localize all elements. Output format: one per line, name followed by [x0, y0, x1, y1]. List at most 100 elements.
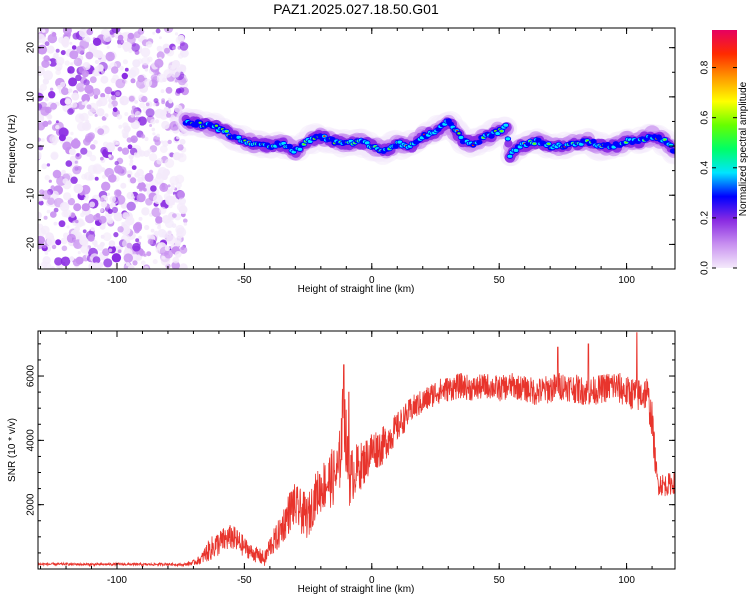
noise-speck [101, 116, 107, 121]
y-tick-label: 6000 [26, 364, 37, 387]
noise-speck [92, 69, 100, 77]
noise-speck [38, 110, 41, 115]
spectrogram-x-ticks: -100 -50 0 50 100 [40, 28, 653, 286]
noise-speck [160, 89, 165, 94]
noise-speck [183, 222, 188, 226]
x-tick-label: 0 [369, 575, 375, 586]
noise-speck [89, 201, 96, 208]
noise-speck [144, 224, 150, 231]
noise-speck [151, 207, 162, 218]
ridge-peak [532, 142, 537, 145]
noise-speck [93, 140, 98, 145]
noise-speck [83, 79, 90, 86]
noise-speck [99, 208, 104, 213]
noise-speck [61, 169, 66, 175]
noise-speck [156, 133, 160, 138]
noise-speck [152, 132, 156, 136]
noise-speck [44, 251, 49, 255]
ridge-halo [504, 139, 513, 148]
noise-speck [72, 32, 80, 40]
ridge-core [671, 148, 675, 154]
noise-speck [165, 196, 176, 206]
noise-speck [170, 185, 176, 191]
noise-speck [147, 238, 154, 245]
noise-speck [124, 67, 129, 72]
noise-speck [134, 227, 140, 234]
noise-speck [127, 144, 133, 150]
noise-speck [102, 248, 110, 256]
noise-speck [178, 197, 187, 206]
noise-speck [82, 121, 92, 131]
noise-speck [44, 106, 52, 114]
ridge-core [297, 147, 303, 151]
noise-speck [129, 159, 134, 163]
noise-speck [177, 190, 186, 199]
noise-speck [139, 102, 146, 109]
noise-speck [92, 256, 101, 264]
noise-speck [130, 135, 138, 143]
noise-speck [80, 212, 85, 218]
noise-speck [164, 219, 174, 229]
noise-speck [153, 98, 159, 104]
noise-speck [38, 44, 48, 55]
noise-speck [137, 74, 145, 83]
ridge-peak [323, 135, 326, 138]
noise-speck [51, 32, 57, 37]
noise-speck [115, 194, 126, 205]
noise-speck [113, 189, 122, 197]
noise-speck [48, 91, 56, 99]
noise-speck [120, 182, 127, 189]
noise-speck [38, 141, 41, 146]
noise-speck [107, 103, 113, 109]
noise-speck [38, 137, 41, 142]
noise-speck [146, 234, 151, 239]
noise-speck [127, 174, 132, 178]
noise-speck [125, 216, 135, 226]
noise-speck [159, 206, 167, 215]
noise-speck [69, 148, 76, 156]
noise-speck [136, 185, 141, 189]
noise-speck [125, 262, 130, 267]
noise-speck [68, 77, 78, 87]
noise-speck [60, 81, 66, 88]
noise-speck [93, 94, 99, 100]
noise-speck [150, 119, 156, 125]
noise-speck [69, 50, 79, 60]
noise-speck [38, 211, 42, 219]
noise-speck [93, 243, 98, 248]
noise-speck [163, 28, 174, 33]
noise-speck [167, 184, 171, 188]
noise-speck [155, 119, 160, 124]
noise-speck [85, 51, 94, 60]
ridge-core [505, 137, 511, 141]
snr-y-label: SNR (10 * v/v) [7, 418, 18, 482]
noise-speck [78, 114, 84, 119]
noise-speck [156, 158, 163, 165]
noise-speck [117, 146, 123, 152]
noise-speck [46, 209, 51, 214]
spectrogram-y-label: Frequency (Hz) [7, 115, 18, 184]
x-tick-label: 50 [494, 275, 506, 286]
noise-speck [104, 86, 113, 95]
noise-speck [143, 266, 149, 269]
noise-speck [87, 234, 95, 242]
noise-speck [121, 72, 128, 80]
noise-speck [149, 124, 153, 127]
noise-speck [179, 132, 183, 136]
noise-speck [123, 253, 133, 263]
noise-speck [156, 73, 166, 83]
noise-speck [140, 134, 146, 139]
noise-speck [105, 51, 115, 62]
noise-speck [141, 260, 146, 266]
noise-speck [48, 58, 58, 67]
noise-speck [71, 45, 77, 50]
noise-speck [145, 41, 153, 48]
noise-speck [174, 79, 179, 83]
noise-speck [101, 181, 111, 191]
noise-speck [50, 211, 57, 218]
noise-speck [76, 153, 80, 157]
noise-speck [70, 62, 74, 66]
noise-speck [44, 174, 50, 181]
noise-speck [50, 152, 59, 160]
